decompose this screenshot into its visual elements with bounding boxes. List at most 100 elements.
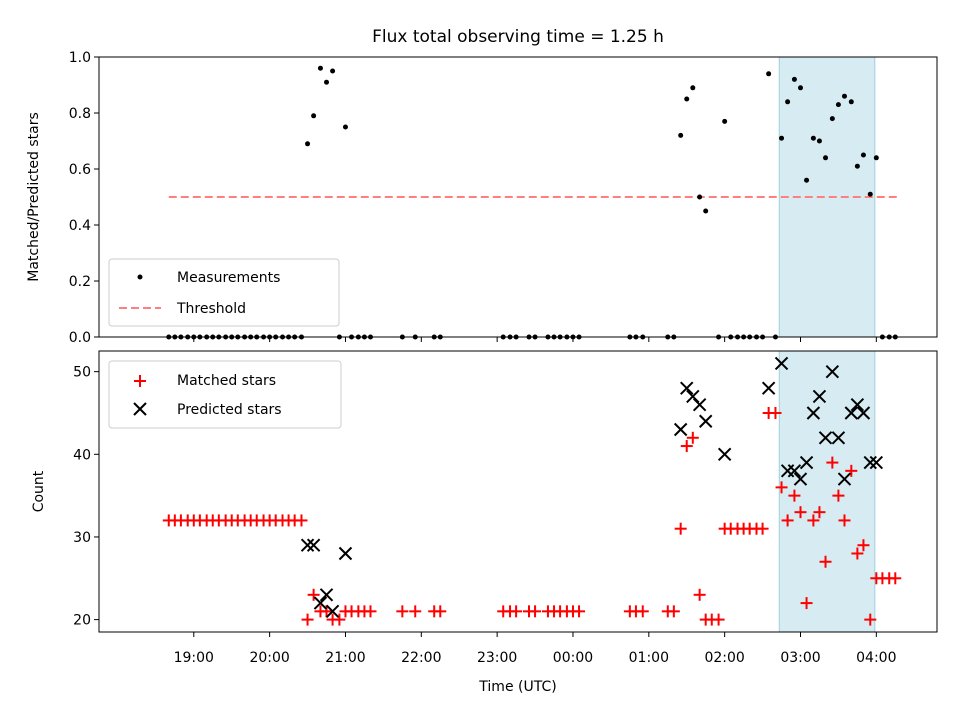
legend-threshold-label: Threshold — [176, 301, 246, 317]
measurement-point — [810, 135, 816, 141]
matched-star-point — [320, 605, 333, 618]
bottom-legend: Matched stars Predicted stars — [108, 360, 342, 429]
predicted-star-point — [818, 431, 833, 445]
matched-star-point — [794, 506, 807, 519]
top-y-axis-label: Matched/Predicted stars — [26, 112, 42, 282]
predicted-star-point — [793, 472, 808, 486]
matched-star-point — [756, 522, 769, 535]
measurement-point — [804, 177, 810, 183]
measurement-point — [703, 208, 709, 214]
bottom-legend-box — [108, 360, 342, 429]
measurement-point — [829, 116, 835, 122]
matched-star-point — [396, 605, 409, 618]
measurement-point — [841, 93, 847, 99]
measurement-point — [873, 155, 879, 161]
predicted-star-point — [825, 364, 840, 379]
legend-matched-marker — [134, 375, 146, 387]
bottom-y-tick-label: 20 — [73, 613, 91, 629]
predicted-star-point — [844, 406, 859, 420]
predicted-star-point — [338, 546, 353, 561]
predicted-star-point — [319, 588, 334, 602]
x-tick-label: 23:00 — [477, 650, 517, 666]
measurement-point — [791, 76, 797, 82]
top-y-tick-label: 0.2 — [69, 274, 91, 290]
top-y-tick-label: 1.0 — [69, 50, 91, 66]
legend-predicted-label: Predicted stars — [177, 402, 282, 418]
bottom-y-tick-label: 30 — [73, 530, 91, 546]
top-y-tick-label: 0.4 — [69, 218, 91, 234]
measurement-point — [697, 194, 703, 200]
predicted-star-point — [856, 406, 871, 420]
matched-star-point — [510, 605, 523, 618]
top-y-ticks: 0.0 0.2 0.4 0.6 0.8 1.0 — [69, 50, 99, 346]
matched-star-point — [680, 440, 693, 453]
predicted-star-point — [812, 389, 827, 404]
predicted-star-point — [325, 604, 340, 619]
matched-star-point — [800, 597, 813, 610]
x-tick-label: 21:00 — [325, 650, 365, 666]
measurement-point — [785, 99, 791, 105]
matched-star-point — [693, 588, 706, 601]
predicted-star-point — [680, 381, 694, 395]
matched-star-point — [845, 464, 858, 477]
bottom-panel: 20 30 40 50 19:00 20:00 21:00 22:00 23:00 00:00 0… — [31, 350, 938, 695]
predicted-star-point — [806, 406, 821, 420]
predicted-star-point — [799, 455, 814, 470]
matched-star-point — [832, 489, 845, 502]
matched-star-point — [781, 514, 794, 527]
matched-star-point — [807, 514, 820, 527]
predicted-star-point — [313, 596, 328, 610]
matched-star-point — [686, 431, 699, 444]
measurement-point — [342, 124, 348, 130]
measurement-point — [690, 85, 696, 91]
predicted-star-point — [686, 389, 700, 404]
matched-star-point — [307, 588, 320, 601]
legend-measurements-label: Measurements — [177, 270, 280, 286]
top-legend: Measurements Threshold — [108, 258, 340, 327]
matched-star-point — [769, 406, 782, 419]
matched-star-point — [667, 605, 680, 618]
measurement-point — [779, 135, 785, 141]
top-x-ticks — [193, 337, 877, 342]
bottom-plot-frame — [98, 350, 938, 633]
measurement-point — [317, 65, 323, 71]
x-tick-label: 03:00 — [780, 650, 820, 666]
matched-star-point — [301, 613, 314, 626]
measurement-point — [854, 163, 860, 169]
predicted-star-point — [692, 398, 707, 412]
matched-star-point — [674, 522, 687, 535]
matched-star-point — [573, 605, 586, 618]
predicted-stars-series — [300, 356, 884, 619]
measurement-point — [311, 113, 317, 119]
measurement-point — [324, 79, 330, 85]
x-tick-label: 00:00 — [553, 650, 593, 666]
matched-star-point — [864, 613, 877, 626]
matched-star-point — [813, 506, 826, 519]
predicted-star-point — [673, 422, 688, 437]
matched-star-point — [775, 481, 788, 494]
measurement-point — [722, 118, 728, 124]
matched-star-point — [857, 539, 870, 552]
top-legend-box — [108, 258, 340, 327]
matched-star-point — [826, 456, 839, 469]
top-plot-frame — [98, 56, 938, 338]
matched-star-point — [409, 605, 422, 618]
predicted-star-point — [306, 538, 321, 552]
matched-star-point — [788, 489, 801, 502]
predicted-star-point — [831, 431, 846, 445]
measurement-point — [684, 96, 690, 102]
x-tick-label: 20:00 — [249, 650, 289, 666]
matched-star-point — [434, 605, 447, 618]
top-panel: 0.0 0.2 0.4 0.6 0.8 1.0 Flux total observing … — [26, 27, 938, 346]
matched-stars-series — [162, 406, 902, 626]
predicted-star-point — [869, 455, 884, 470]
predicted-star-point — [837, 472, 852, 486]
chart-title: Flux total observing time = 1.25 h — [372, 27, 664, 47]
predicted-star-point — [774, 356, 789, 371]
x-tick-label: 19:00 — [174, 650, 214, 666]
matched-star-point — [295, 514, 308, 527]
predicted-star-point — [761, 381, 776, 395]
measurement-point — [766, 71, 772, 77]
matched-star-point — [851, 547, 864, 560]
